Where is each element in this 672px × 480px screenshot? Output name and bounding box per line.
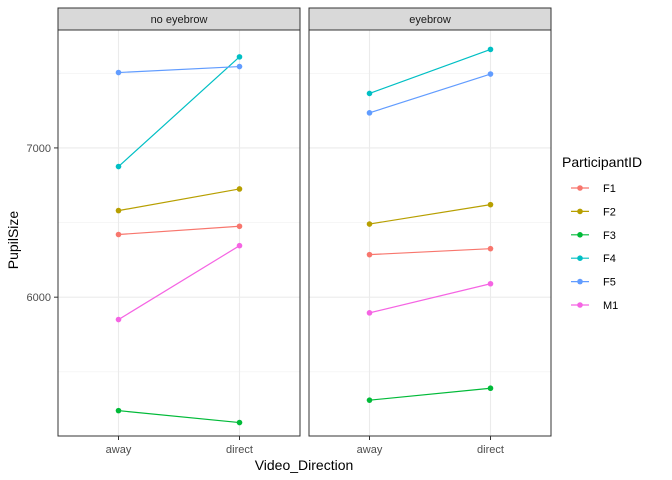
- data-point-F4: [236, 54, 243, 60]
- x-tick-label: away: [357, 444, 383, 456]
- data-point-F5: [115, 69, 122, 76]
- y-tick-label: 6000: [27, 292, 51, 304]
- series-line-F5: [369, 73, 491, 114]
- facet-panel: no eyebrow: [57, 7, 301, 437]
- data-point-F1: [115, 231, 122, 238]
- data-point-F3: [366, 397, 373, 403]
- data-point-F4: [487, 46, 494, 53]
- legend: ParticipantID F1 F2 F3 F4 F5 M1: [562, 154, 642, 312]
- x-tick-label: direct: [477, 444, 504, 456]
- data-point-M1: [115, 316, 122, 323]
- panel-border: [308, 29, 552, 437]
- data-point-M1: [487, 280, 494, 287]
- series-line-F4: [369, 48, 491, 95]
- series-line-F3: [118, 410, 240, 424]
- plot-background: [58, 30, 300, 436]
- legend-key-point: [577, 208, 583, 215]
- x-axis-title: Video_Direction: [255, 457, 354, 473]
- data-point-F3: [236, 419, 243, 426]
- legend-label: F1: [603, 183, 616, 195]
- legend-label: F2: [603, 206, 616, 218]
- plot-background: [309, 30, 551, 436]
- legend-label: F3: [603, 230, 616, 242]
- x-tick-label: direct: [226, 444, 253, 456]
- legend-key-point: [577, 185, 583, 191]
- series-line-F1: [369, 248, 491, 256]
- data-point-F4: [115, 163, 122, 170]
- data-point-F5: [487, 71, 494, 77]
- data-point-F4: [366, 90, 373, 97]
- series-line-F2: [118, 188, 240, 212]
- data-point-M1: [236, 242, 243, 249]
- facet-strip-label: eyebrow: [409, 14, 451, 26]
- facet-strip-label: no eyebrow: [151, 14, 208, 26]
- legend-item: F2: [571, 206, 616, 218]
- series-line-F5: [118, 65, 240, 74]
- series-line-F3: [369, 387, 491, 401]
- data-point-F3: [487, 385, 494, 392]
- data-point-F2: [366, 221, 373, 227]
- data-point-F1: [487, 245, 494, 252]
- legend-item: F1: [571, 183, 616, 195]
- data-point-F1: [366, 251, 373, 258]
- y-axis-title: PupilSize: [5, 211, 21, 270]
- series-line-M1: [118, 245, 240, 321]
- panels-layer: no eyebrow eyebrow: [57, 7, 552, 437]
- series-line-F4: [118, 56, 240, 168]
- legend-key-point: [577, 302, 583, 308]
- legend-label: F5: [603, 277, 616, 289]
- legend-item: F5: [571, 277, 616, 289]
- y-tick-label: 7000: [27, 143, 51, 155]
- legend-item: F3: [571, 230, 616, 242]
- legend-item: M1: [571, 300, 618, 312]
- legend-label: M1: [603, 300, 618, 312]
- data-point-F5: [236, 63, 243, 70]
- data-point-F2: [236, 186, 243, 192]
- data-point-F5: [366, 110, 373, 116]
- x-tick-label: away: [106, 444, 132, 456]
- legend-key-point: [577, 278, 583, 285]
- panel-border: [57, 29, 301, 437]
- legend-title: ParticipantID: [562, 154, 642, 170]
- series-line-F1: [118, 225, 240, 236]
- legend-key-point: [577, 255, 583, 261]
- facet-panel: eyebrow: [308, 7, 552, 437]
- data-point-F1: [236, 223, 243, 230]
- data-point-F2: [487, 201, 494, 208]
- data-point-F2: [115, 207, 122, 214]
- legend-item: F4: [571, 253, 616, 265]
- series-line-M1: [369, 283, 491, 314]
- axes-layer: Video_Direction PupilSize away direct away…: [5, 143, 504, 473]
- legend-label: F4: [603, 253, 616, 265]
- legend-items: F1 F2 F3 F4 F5 M1: [571, 183, 618, 312]
- legend-key-point: [577, 232, 583, 238]
- series-line-F2: [369, 204, 491, 225]
- data-point-F3: [115, 407, 122, 414]
- data-point-M1: [366, 310, 373, 316]
